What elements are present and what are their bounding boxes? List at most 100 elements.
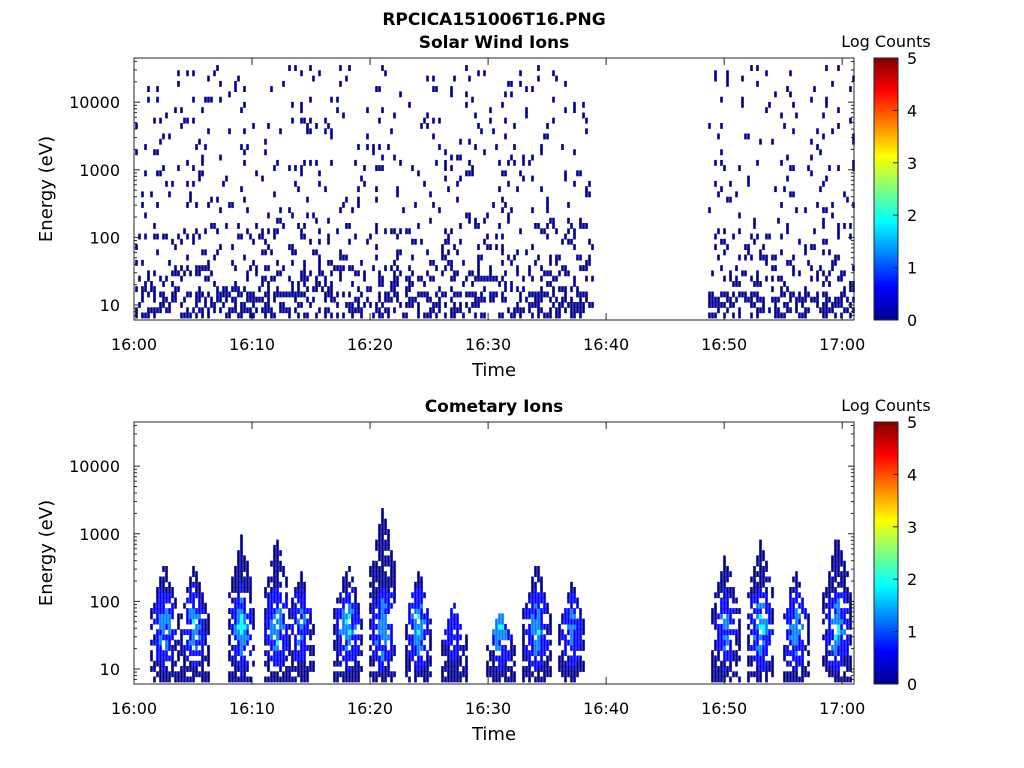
heatmap-cell	[294, 618, 297, 625]
heatmap-cell	[375, 223, 378, 229]
heatmap-cell	[723, 655, 726, 662]
heatmap-cell	[510, 80, 513, 87]
heatmap-cell	[759, 613, 762, 620]
heatmap-cell	[531, 650, 534, 657]
heatmap-cell	[759, 581, 762, 588]
heatmap-cell	[522, 275, 525, 282]
heatmap-cell	[792, 597, 795, 604]
heatmap-cell	[792, 623, 795, 630]
heatmap-cell	[768, 618, 771, 625]
heatmap-cell	[504, 650, 507, 657]
heatmap-cell	[840, 592, 843, 599]
heatmap-cell	[537, 608, 540, 614]
heatmap-cell	[240, 312, 243, 319]
heatmap-cell	[279, 566, 282, 572]
heatmap-cell	[534, 592, 537, 599]
heatmap-cell	[168, 608, 171, 614]
heatmap-cell	[453, 302, 456, 308]
heatmap-cell	[180, 302, 183, 308]
heatmap-cell	[420, 666, 423, 672]
heatmap-cell	[738, 291, 741, 298]
heatmap-cell	[825, 629, 828, 636]
heatmap-cell	[579, 655, 582, 662]
heatmap-cell	[336, 629, 339, 636]
heatmap-cell	[366, 238, 369, 245]
heatmap-cell	[708, 291, 711, 298]
heatmap-cell	[528, 650, 531, 657]
heatmap-cell	[831, 307, 834, 314]
heatmap-cell	[495, 666, 498, 672]
heatmap-cell	[444, 666, 447, 672]
heatmap-cell	[285, 592, 288, 599]
heatmap-cell	[204, 655, 207, 662]
heatmap-cell	[375, 539, 378, 546]
heatmap-cell	[513, 645, 516, 651]
heatmap-cell	[300, 660, 303, 667]
heatmap-cell	[549, 270, 552, 277]
x-tick-label: 16:00	[111, 699, 157, 718]
heatmap-cell	[384, 265, 387, 272]
heatmap-cell	[789, 191, 792, 198]
heatmap-cell	[279, 613, 282, 620]
heatmap-cell	[522, 634, 525, 641]
heatmap-cell	[378, 629, 381, 636]
heatmap-cell	[744, 133, 747, 140]
heatmap-cell	[516, 186, 519, 193]
heatmap-cell	[801, 597, 804, 604]
heatmap-cell	[180, 238, 183, 245]
heatmap-cell	[573, 613, 576, 620]
heatmap-cell	[171, 238, 174, 245]
heatmap-cell	[300, 107, 303, 114]
heatmap-cell	[351, 650, 354, 657]
heatmap-cell	[285, 602, 288, 609]
heatmap-cell	[768, 307, 771, 314]
heatmap-cell	[798, 592, 801, 599]
heatmap-cell	[276, 217, 279, 224]
heatmap-cell	[174, 265, 177, 272]
heatmap-cell	[822, 608, 825, 614]
heatmap-cell	[354, 655, 357, 662]
heatmap-cell	[831, 302, 834, 308]
heatmap-cell	[186, 676, 189, 683]
heatmap-cell	[207, 75, 210, 82]
heatmap-cell	[267, 592, 270, 599]
heatmap-cell	[273, 592, 276, 599]
heatmap-cell	[378, 660, 381, 667]
heatmap-cell	[837, 228, 840, 235]
heatmap-cell	[165, 233, 168, 240]
heatmap-cell	[237, 560, 240, 567]
heatmap-cell	[576, 597, 579, 604]
heatmap-cell	[381, 576, 384, 583]
heatmap-cell	[186, 265, 189, 272]
heatmap-cell	[369, 581, 372, 588]
heatmap-cell	[825, 296, 828, 303]
heatmap-cell	[489, 291, 492, 298]
heatmap-cell	[837, 581, 840, 588]
heatmap-cell	[405, 655, 408, 662]
heatmap-cell	[390, 634, 393, 641]
heatmap-cell	[285, 655, 288, 662]
heatmap-cell	[291, 597, 294, 604]
heatmap-cell	[495, 629, 498, 636]
heatmap-cell	[411, 639, 414, 646]
heatmap-cell	[816, 302, 819, 308]
heatmap-cell	[300, 629, 303, 636]
heatmap-cell	[846, 296, 849, 303]
heatmap-cell	[849, 312, 852, 319]
heatmap-cell	[501, 613, 504, 620]
heatmap-cell	[384, 523, 387, 530]
heatmap-cell	[825, 666, 828, 672]
heatmap-cell	[303, 623, 306, 630]
heatmap-cell	[534, 645, 537, 651]
heatmap-cell	[582, 112, 585, 119]
heatmap-cell	[510, 312, 513, 319]
heatmap-cell	[240, 107, 243, 114]
heatmap-cell	[840, 613, 843, 620]
heatmap-cell	[753, 281, 756, 287]
heatmap-cell	[561, 634, 564, 641]
heatmap-cell	[294, 65, 297, 71]
heatmap-cell	[564, 307, 567, 314]
heatmap-cell	[465, 660, 468, 667]
heatmap-cell	[429, 629, 432, 636]
heatmap-cell	[189, 660, 192, 667]
